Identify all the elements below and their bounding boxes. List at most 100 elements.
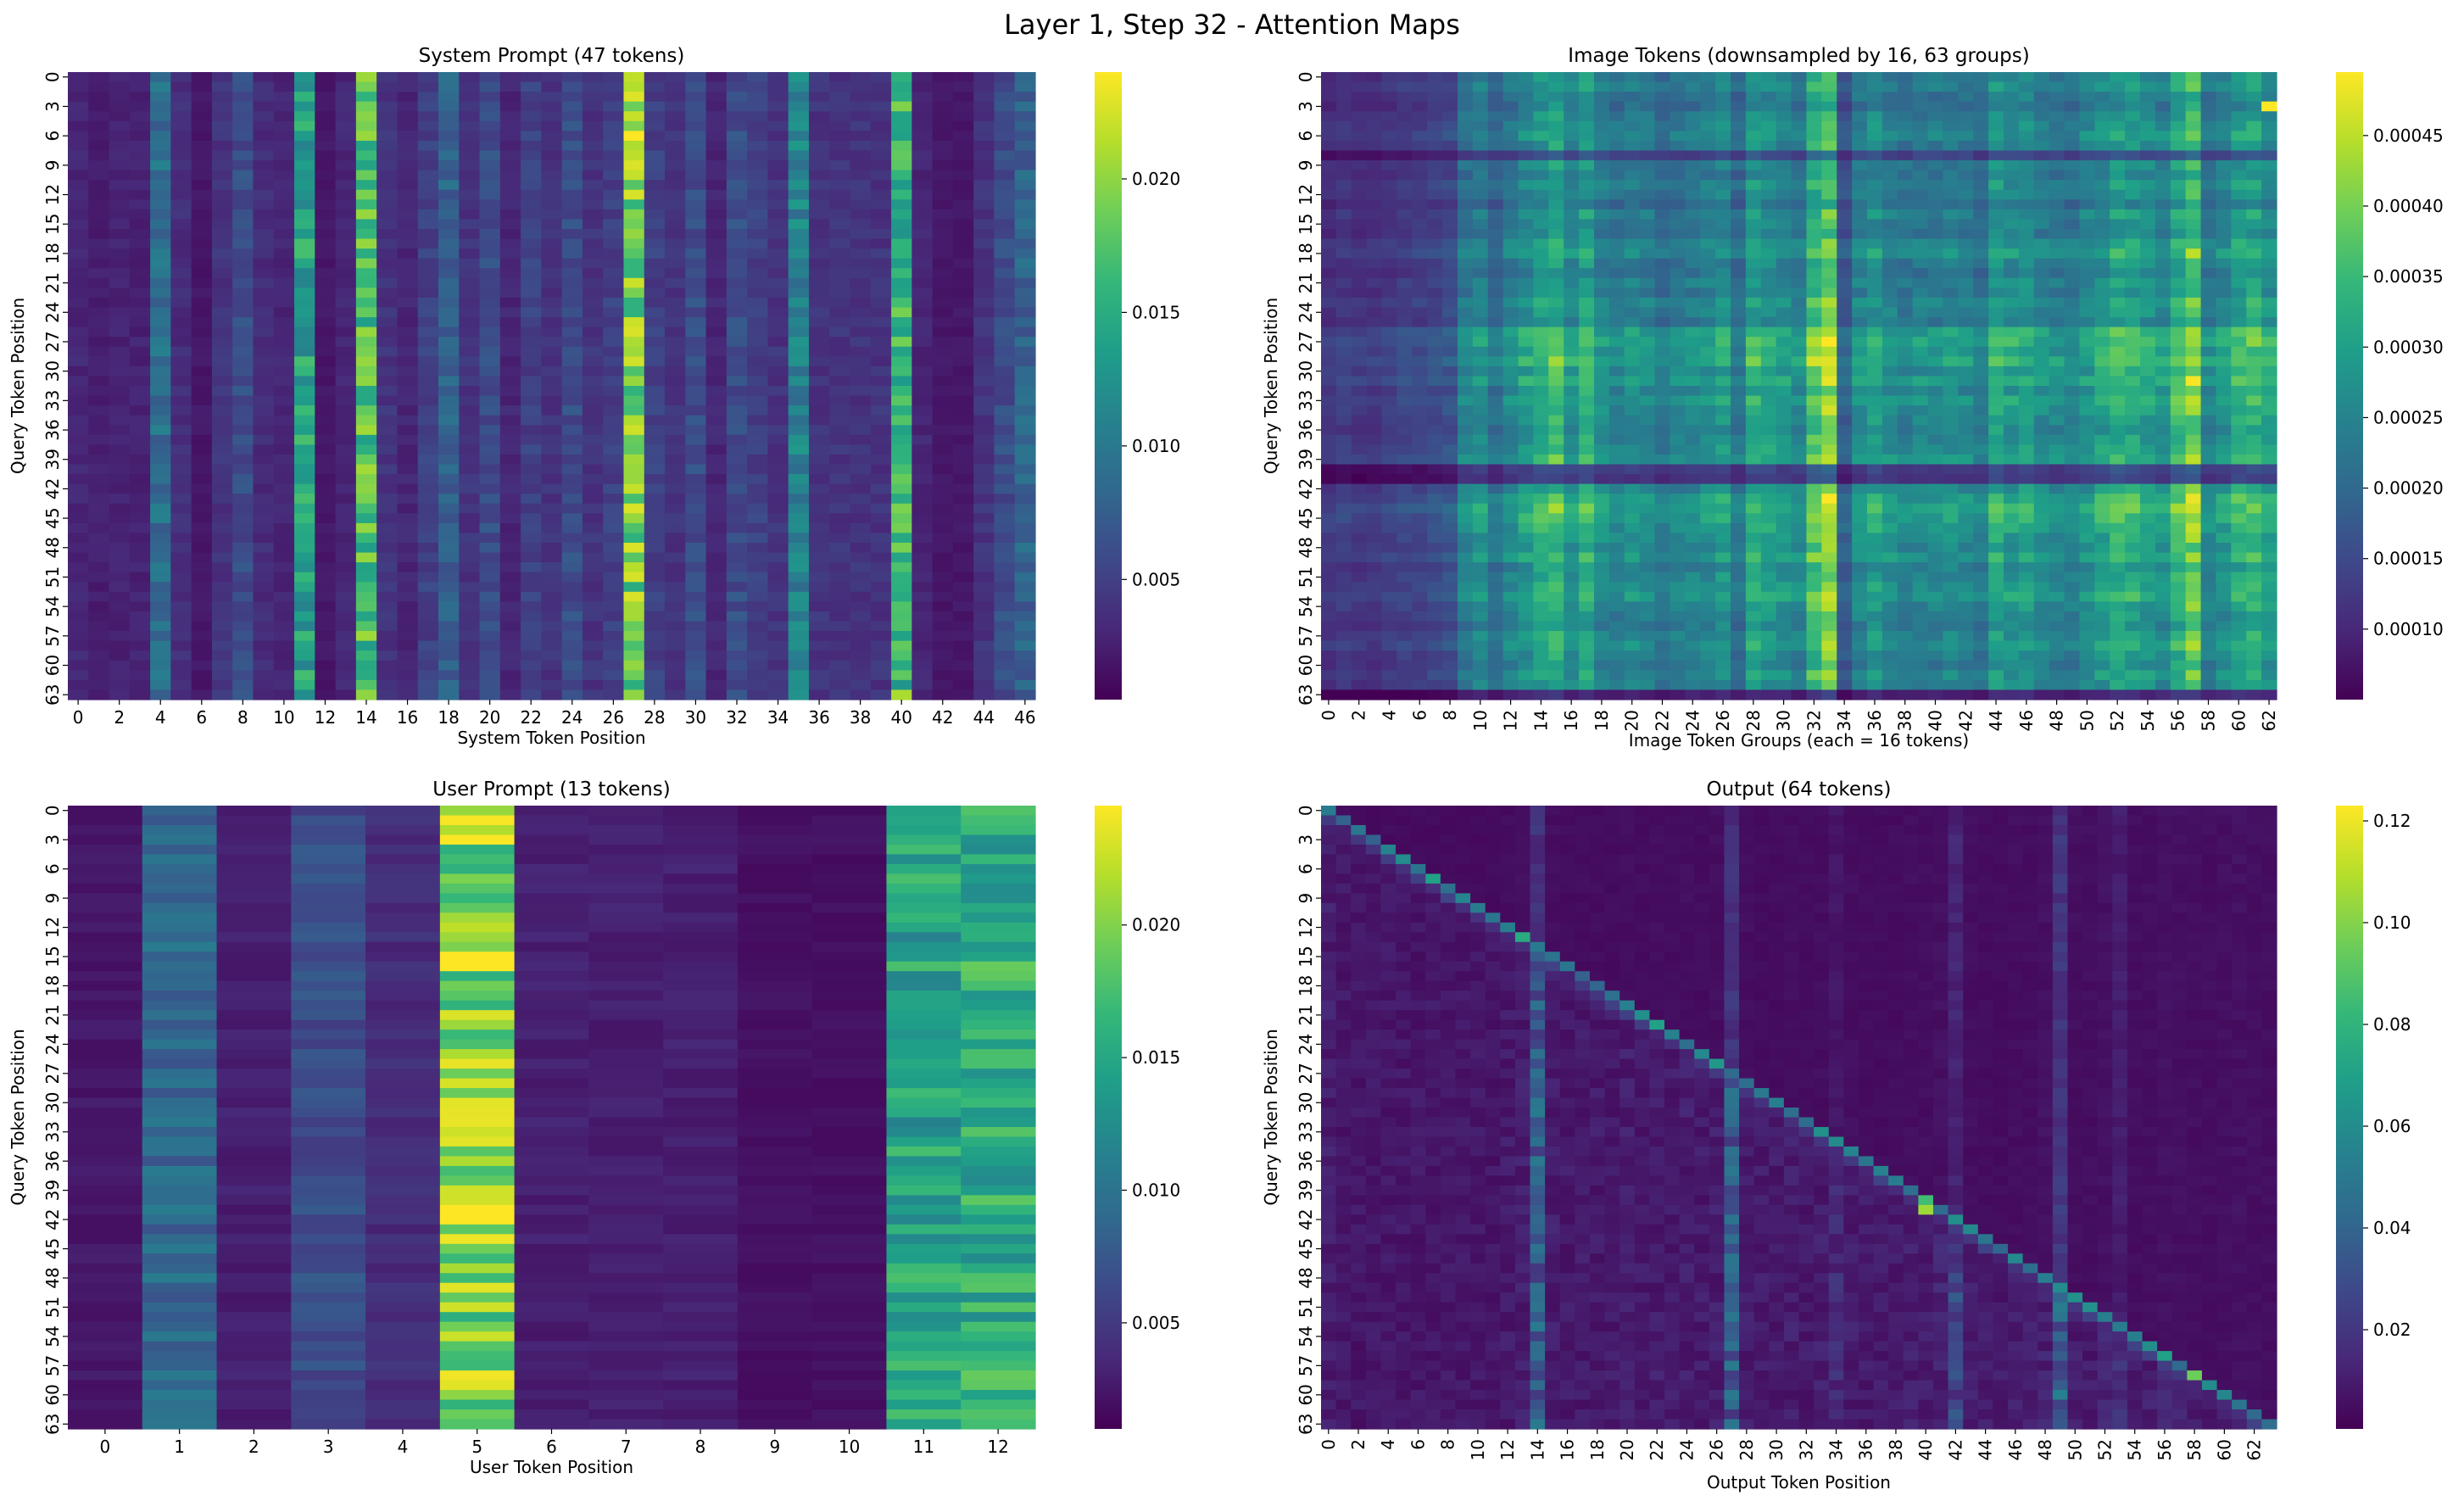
heatmap-cell: [1518, 140, 1535, 152]
heatmap-cell: [459, 160, 481, 171]
x-tick-label: 14: [355, 707, 376, 728]
heatmap-cell: [2216, 317, 2232, 328]
heatmap-cell: [1943, 111, 1959, 122]
heatmap-cell: [788, 376, 810, 387]
heatmap-cell: [88, 483, 110, 494]
heatmap-cell: [315, 376, 337, 387]
heatmap-cell: [1791, 238, 1808, 249]
heatmap-cell: [397, 601, 419, 612]
heatmap-cell: [1335, 356, 1352, 367]
heatmap-cell: [315, 425, 337, 436]
heatmap-cell: [2004, 131, 2020, 142]
heatmap-cell: [1973, 229, 1989, 240]
heatmap-cell: [685, 346, 707, 357]
heatmap-cell: [417, 317, 439, 328]
heatmap-cell: [335, 258, 357, 269]
heatmap-cell: [2231, 160, 2247, 171]
heatmap-cell: [68, 277, 89, 288]
heatmap-cell: [850, 277, 872, 288]
heatmap-cell: [2155, 346, 2171, 357]
heatmap-cell: [1867, 268, 1883, 279]
heatmap-cell: [973, 180, 995, 191]
heatmap-cell: [2216, 101, 2232, 112]
heatmap-cell: [870, 297, 892, 309]
heatmap-cell: [438, 326, 460, 338]
heatmap-cell: [932, 92, 954, 103]
heatmap-cell: [1715, 209, 1731, 220]
heatmap-cell: [88, 365, 110, 377]
heatmap-cell: [438, 405, 460, 416]
heatmap-cell: [2216, 120, 2232, 131]
heatmap-cell: [1821, 111, 1837, 122]
heatmap-cell: [129, 81, 151, 92]
heatmap-cell: [129, 131, 151, 142]
heatmap-cell: [109, 209, 131, 220]
heatmap-cell: [417, 287, 439, 299]
heatmap-cell: [973, 464, 995, 475]
heatmap-cell: [150, 120, 171, 131]
heatmap-cell: [1579, 287, 1595, 299]
heatmap-cell: [1014, 346, 1036, 357]
heatmap-cell: [994, 650, 1016, 661]
heatmap-cell: [705, 120, 727, 131]
heatmap-cell: [2079, 238, 2095, 249]
heatmap-cell: [1442, 92, 1458, 103]
heatmap-cell: [1458, 248, 1474, 259]
heatmap-cell: [891, 640, 912, 651]
heatmap-cell: [1412, 326, 1428, 338]
heatmap-cell: [355, 229, 377, 240]
heatmap-cell: [417, 120, 439, 131]
heatmap-cell: [397, 621, 419, 632]
heatmap-cell: [582, 483, 604, 494]
heatmap-cell: [1366, 229, 1383, 240]
heatmap-cell: [541, 679, 563, 691]
heatmap-cell: [315, 180, 337, 191]
heatmap-cell: [1791, 81, 1808, 92]
heatmap-cell: [1381, 229, 1398, 240]
heatmap-cell: [438, 650, 460, 661]
heatmap-cell: [1731, 170, 1747, 181]
heatmap-cell: [315, 72, 337, 83]
heatmap-cell: [747, 503, 769, 514]
heatmap-cell: [1321, 160, 1337, 171]
heatmap-cell: [1412, 101, 1428, 112]
heatmap-cell: [2004, 101, 2020, 112]
heatmap-cell: [582, 170, 604, 181]
heatmap-cell: [232, 258, 254, 269]
heatmap-cell: [1700, 101, 1716, 112]
heatmap-cell: [459, 650, 481, 661]
heatmap-cell: [829, 444, 851, 455]
heatmap-cell: [850, 131, 872, 142]
heatmap-cell: [438, 150, 460, 161]
heatmap-cell: [109, 376, 131, 387]
heatmap-cell: [932, 386, 954, 397]
heatmap-cell: [129, 513, 151, 524]
heatmap-cell: [1487, 170, 1504, 181]
heatmap-cell: [1594, 199, 1610, 210]
heatmap-cell: [541, 268, 563, 279]
heatmap-cell: [129, 572, 151, 583]
heatmap-cell: [1791, 72, 1808, 83]
heatmap-cell: [994, 140, 1016, 152]
heatmap-cell: [109, 120, 131, 131]
heatmap-cell: [623, 199, 645, 210]
heatmap-cell: [2094, 92, 2110, 103]
heatmap-cell: [1943, 81, 1959, 92]
heatmap-cell: [438, 434, 460, 445]
heatmap-cell: [994, 395, 1016, 406]
heatmap-cell: [582, 180, 604, 191]
heatmap-cell: [294, 454, 315, 466]
heatmap-cell: [2018, 346, 2035, 357]
heatmap-cell: [521, 258, 542, 269]
heatmap-cell: [1700, 219, 1716, 230]
heatmap-cell: [499, 346, 521, 357]
heatmap-cell: [294, 248, 315, 259]
heatmap-cell: [397, 307, 419, 318]
heatmap-cell: [1472, 131, 1489, 142]
heatmap-cell: [2170, 219, 2187, 230]
heatmap-cell: [932, 474, 954, 485]
heatmap-cell: [1760, 140, 1777, 152]
heatmap-cell: [829, 591, 851, 602]
heatmap-cell: [68, 356, 89, 367]
heatmap-cell: [767, 238, 789, 249]
